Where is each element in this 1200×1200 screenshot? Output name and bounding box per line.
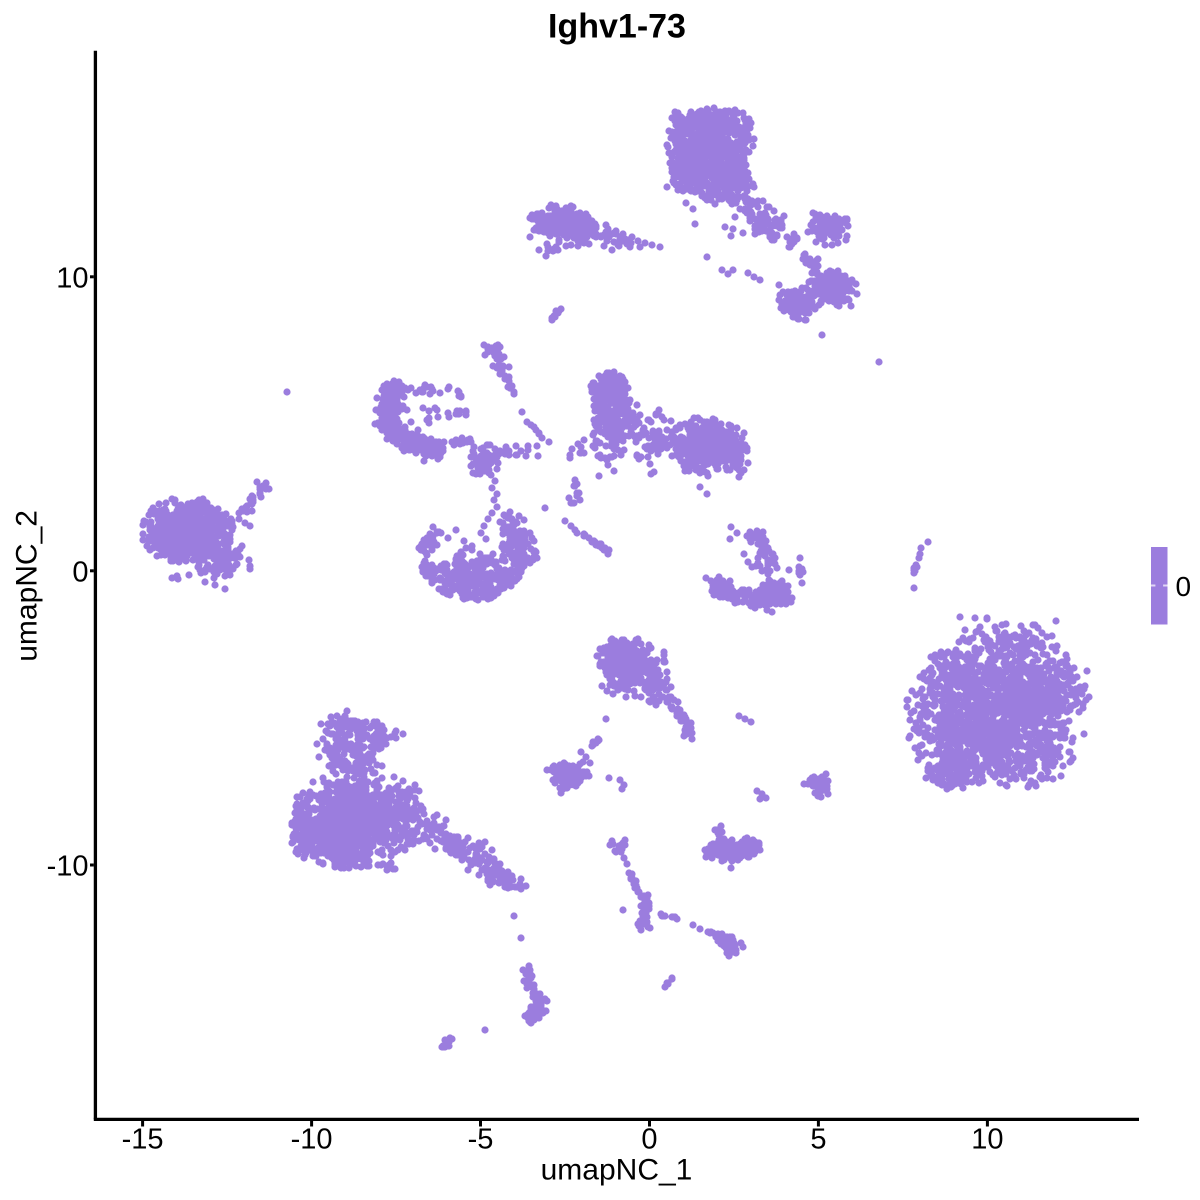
svg-text:-10: -10 [291,1123,333,1155]
svg-text:umapNC_1: umapNC_1 [541,1154,693,1187]
svg-text:10: 10 [56,262,88,294]
svg-text:umapNC_2: umapNC_2 [11,510,44,662]
svg-text:0: 0 [641,1123,657,1155]
svg-text:10: 10 [971,1123,1003,1155]
svg-text:5: 5 [810,1123,826,1155]
svg-text:-10: -10 [47,851,89,883]
svg-text:-5: -5 [468,1123,494,1155]
svg-text:-15: -15 [122,1123,164,1155]
svg-text:0: 0 [1176,571,1192,602]
svg-text:Ighv1-73: Ighv1-73 [548,8,686,46]
svg-text:0: 0 [72,556,88,588]
